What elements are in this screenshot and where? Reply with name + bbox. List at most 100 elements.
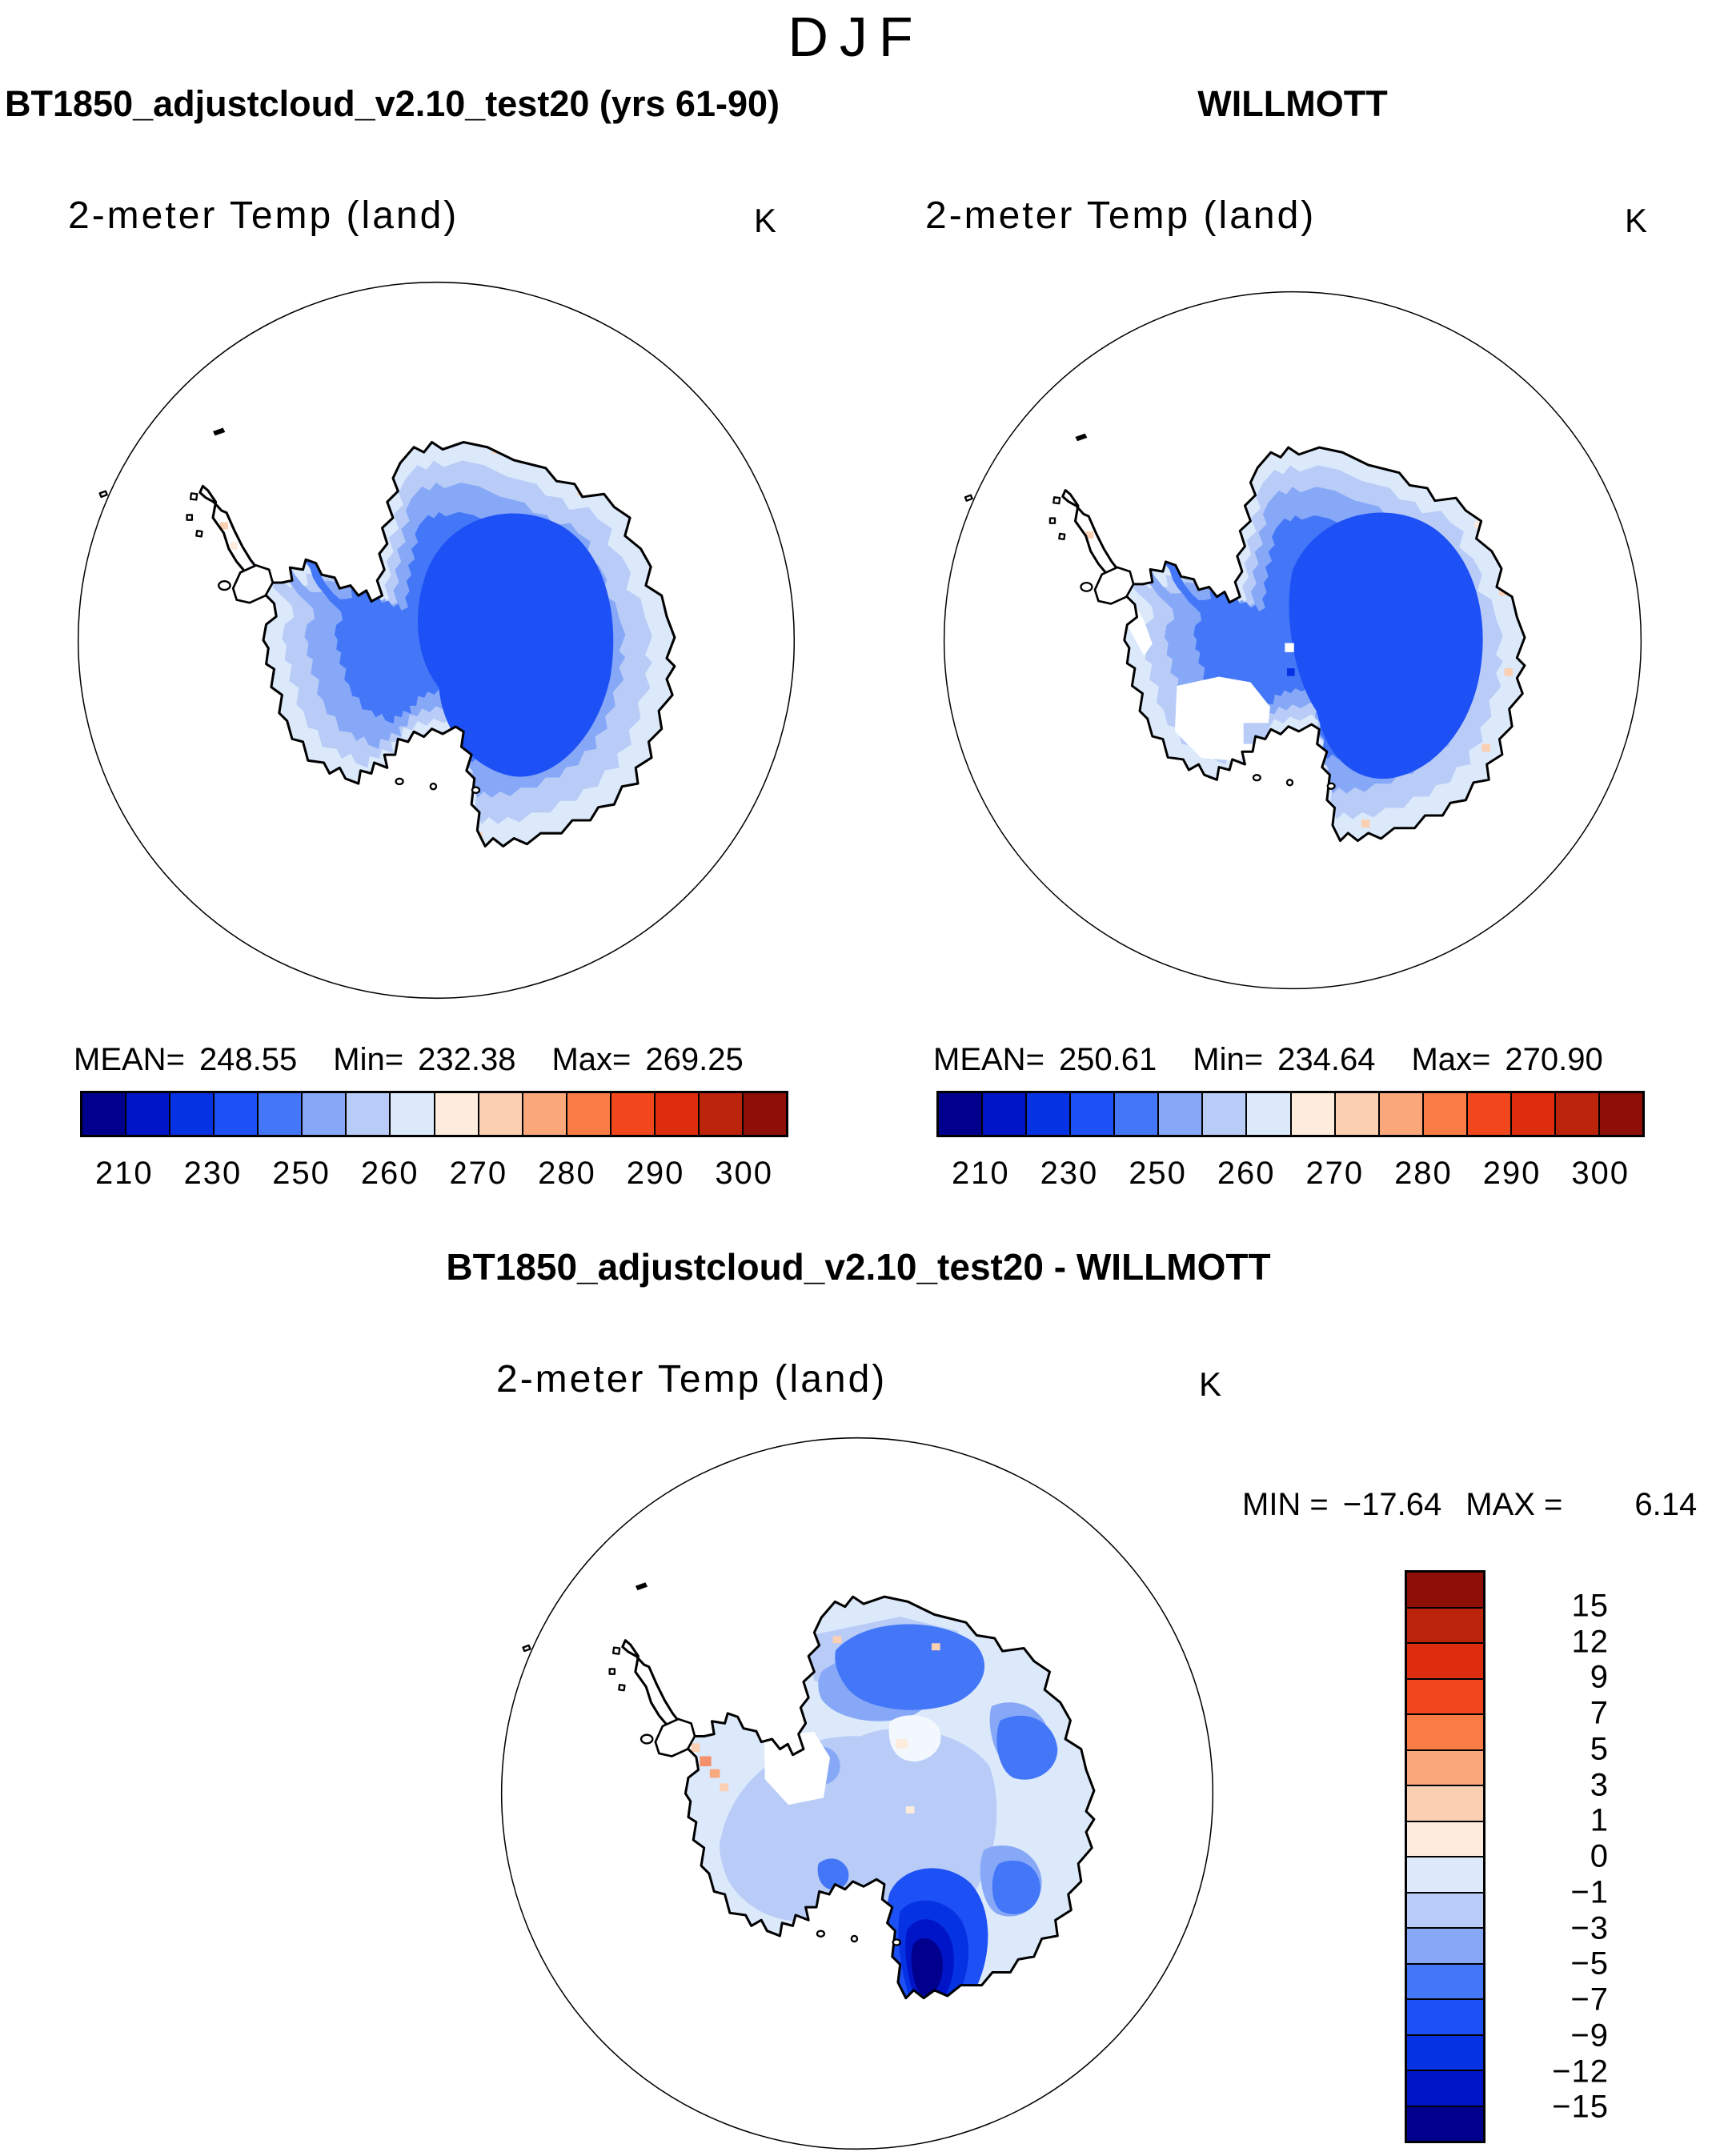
- colorbar-cell: [169, 1093, 214, 1135]
- colorbar-tick-label: 3: [1590, 1767, 1609, 1802]
- colorbar-cell: [345, 1093, 390, 1135]
- colorbar-cell: [697, 1093, 742, 1135]
- colorbar-tick-label: 300: [715, 1156, 774, 1191]
- colorbar-cell: [939, 1093, 982, 1135]
- colorbar-cell: [1407, 1606, 1483, 1642]
- colorbar-cell: [213, 1093, 258, 1135]
- colorbar-cell: [1113, 1093, 1158, 1135]
- colorbar-tick-label: −5: [1570, 1946, 1609, 1982]
- colorbar-tick-label: 290: [1482, 1156, 1542, 1191]
- colorbar-tick-label: 15: [1571, 1588, 1609, 1624]
- colorbar-tick-label: 270: [1305, 1156, 1365, 1191]
- colorbar-cell: [1407, 2034, 1483, 2070]
- colorbar-cell: [1598, 1093, 1642, 1135]
- colorbar-cell: [1289, 1093, 1334, 1135]
- colorbar-cell: [1407, 2105, 1483, 2141]
- islands: [964, 494, 1336, 790]
- colorbar-tick-label: 230: [183, 1156, 243, 1191]
- colorbar-difference: [1405, 1570, 1485, 2143]
- land-fill-layers: [1062, 447, 1525, 841]
- colorbar-obs: [936, 1091, 1645, 1137]
- max-value: 270.90: [1505, 1042, 1603, 1077]
- coastline: [198, 440, 676, 848]
- colorbar-cell: [389, 1093, 434, 1135]
- colorbar-cell: [741, 1093, 786, 1135]
- colorbar-tick-label: 1: [1590, 1802, 1609, 1838]
- colorbar-cell: [1407, 1785, 1483, 1821]
- land-fill-layers: [622, 1597, 1094, 1998]
- island-dash: [213, 427, 226, 436]
- panel-diff-subtitle: 2-meter Temp (land): [496, 1358, 888, 1401]
- min-label: Min=: [1193, 1042, 1264, 1077]
- colorbar-tick-label: 210: [951, 1156, 1010, 1191]
- colorbar-cell: [82, 1093, 126, 1135]
- ice-shelf-outline: [231, 564, 275, 604]
- coastline: [621, 1595, 1096, 2000]
- antarctica-map-difference: [500, 1437, 1214, 2150]
- colorbar-tick-label: 5: [1590, 1731, 1609, 1767]
- panel-diff-title: BT1850_adjustcloud_v2.10_test20 - WILLMO…: [446, 1246, 1271, 1288]
- colorbar-tick-label: 230: [1040, 1156, 1099, 1191]
- max-value: 6.14: [1634, 1487, 1698, 1522]
- colorbar-tick-label: 210: [94, 1156, 154, 1191]
- colorbar-cell: [301, 1093, 346, 1135]
- colorbar-cell: [653, 1093, 698, 1135]
- colorbar-cell: [981, 1093, 1026, 1135]
- colorbar-tick-label: 250: [1129, 1156, 1187, 1191]
- colorbar-cell: [1407, 1891, 1483, 1927]
- panel-left-subtitle: 2-meter Temp (land): [68, 194, 459, 237]
- max-label: Max=: [551, 1042, 631, 1077]
- season-title: DJF: [788, 6, 924, 68]
- colorbar-ticks-model: 210 230 250 260 270 280 290 300: [80, 1156, 788, 1196]
- colorbar-ticks-obs: 210 230 250 260 270 280 290 300: [936, 1156, 1645, 1196]
- colorbar-cell: [1407, 1962, 1483, 1998]
- colorbar-cell: [1201, 1093, 1246, 1135]
- colorbar-cell: [1554, 1093, 1598, 1135]
- colorbar-cell: [1407, 1856, 1483, 1892]
- colorbar-cell: [1157, 1093, 1202, 1135]
- colorbar-tick-label: −1: [1570, 1874, 1609, 1910]
- colorbar-tick-label: 7: [1590, 1695, 1609, 1731]
- colorbar-cell: [1407, 1713, 1483, 1749]
- colorbar-cell: [477, 1093, 522, 1135]
- colorbar-cell: [1377, 1093, 1422, 1135]
- colorbar-cell: [1069, 1093, 1114, 1135]
- colorbar-cell: [1407, 1820, 1483, 1856]
- mean-value: 248.55: [198, 1042, 298, 1077]
- land-fill-layers: [199, 442, 675, 847]
- colorbar-cell: [1333, 1093, 1378, 1135]
- colorbar-cell: [1025, 1093, 1070, 1135]
- colorbar-cell: [1407, 1749, 1483, 1785]
- colorbar-cell: [1421, 1093, 1466, 1135]
- colorbar-tick-label: 280: [538, 1156, 596, 1191]
- panel-right-title: WILLMOTT: [1197, 83, 1388, 124]
- colorbar-cell: [609, 1093, 654, 1135]
- colorbar-tick-label: −15: [1552, 2089, 1609, 2125]
- colorbar-cell: [1465, 1093, 1510, 1135]
- colorbar-cell: [1407, 1998, 1483, 2034]
- colorbar-tick-label: 260: [360, 1156, 419, 1191]
- island-dash: [635, 1582, 648, 1591]
- colorbar-tick-label: −3: [1570, 1910, 1609, 1946]
- island-dash: [1075, 433, 1088, 442]
- min-value: 232.38: [418, 1042, 516, 1077]
- ice-shelf-outline: [654, 1717, 696, 1757]
- colorbar-cell: [1510, 1093, 1554, 1135]
- panel-right-units: K: [1625, 202, 1648, 239]
- colorbar-cell: [125, 1093, 170, 1135]
- colorbar-tick-label: 270: [449, 1156, 508, 1191]
- antarctica-map-model: [77, 281, 796, 1000]
- islands: [98, 490, 481, 794]
- colorbar-tick-label: 290: [626, 1156, 685, 1191]
- max-value: 269.25: [645, 1042, 744, 1077]
- panel-left-stats: MEAN= 248.55 Min= 232.38 Max= 269.25: [74, 1042, 744, 1078]
- panel-left-title: BT1850_adjustcloud_v2.10_test20 (yrs 61-…: [5, 83, 780, 124]
- colorbar-cell: [1407, 2070, 1483, 2106]
- colorbar-cell: [1407, 1677, 1483, 1713]
- colorbar-cell: [1407, 1573, 1483, 1607]
- colorbar-ticks-difference: 15 12 9 7 5 3 1 0 −1 −3 −5 −7 −9 −12 −15: [1503, 1570, 1609, 2143]
- colorbar-tick-label: −12: [1552, 2054, 1609, 2089]
- min-value: −17.64: [1342, 1487, 1442, 1522]
- antarctica-map-obs: [943, 291, 1642, 990]
